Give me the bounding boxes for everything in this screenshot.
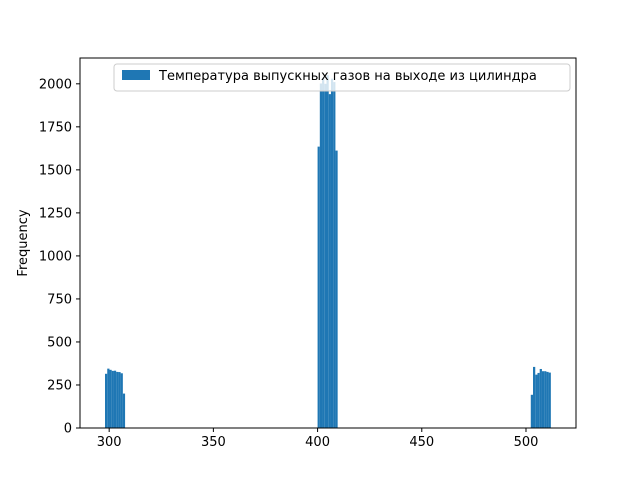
y-axis-label: Frequency (16, 209, 31, 276)
histogram-bar (328, 94, 331, 428)
x-axis: 300 350 400 450 500 (97, 428, 539, 450)
legend-frame (113, 63, 571, 92)
histogram-bar (535, 374, 538, 428)
legend-swatch (122, 70, 150, 80)
y-tick-label: 750 (47, 292, 72, 307)
x-tick-label: 350 (201, 435, 226, 450)
y-tick-label: 500 (47, 335, 72, 350)
histogram-bar (118, 372, 121, 428)
histogram-bar (546, 371, 549, 428)
histogram-bar (107, 368, 110, 428)
y-tick-label: 250 (47, 378, 72, 393)
x-tick-label: 300 (97, 435, 122, 450)
histogram-bar (116, 371, 119, 428)
histogram-bar (111, 370, 114, 428)
histogram-bar (333, 82, 336, 428)
histogram-bar (533, 366, 536, 428)
histogram-bar (335, 150, 338, 428)
histogram-bar (322, 77, 325, 428)
y-axis: 0 250 500 750 1000 1250 1500 1750 2000 (39, 77, 80, 437)
histogram-bar (109, 369, 112, 428)
histogram-bar (324, 83, 327, 428)
y-tick-label: 1250 (39, 206, 72, 221)
histogram-bar (326, 75, 329, 429)
y-tick-label: 0 (64, 422, 72, 437)
histogram-bar (541, 371, 545, 428)
histogram-bar (530, 394, 534, 428)
x-tick-label: 450 (409, 435, 434, 450)
y-tick-label: 1000 (39, 249, 72, 264)
histogram-bar (122, 393, 126, 428)
histogram-bar (317, 146, 320, 428)
legend: Температура выпускных газов на выходе из… (113, 63, 571, 92)
plot-frame (79, 57, 577, 429)
legend-entry-label: Температура выпускных газов на выходе из… (158, 69, 537, 84)
histogram-bar (120, 373, 123, 428)
y-tick-label: 1750 (39, 120, 72, 135)
histogram-bar (330, 78, 334, 429)
y-tick-label: 2000 (39, 77, 72, 92)
x-tick-label: 500 (514, 435, 539, 450)
histogram-bar (548, 372, 551, 428)
histogram-bar (537, 372, 540, 428)
histogram-bar (105, 373, 108, 428)
y-tick-label: 1500 (39, 163, 72, 178)
histogram-bar (113, 370, 117, 428)
histogram-bar (544, 371, 547, 428)
histogram-bar (539, 368, 542, 428)
x-tick-label: 400 (305, 435, 330, 450)
histogram-bars (105, 75, 551, 429)
histogram-bar (319, 83, 323, 428)
